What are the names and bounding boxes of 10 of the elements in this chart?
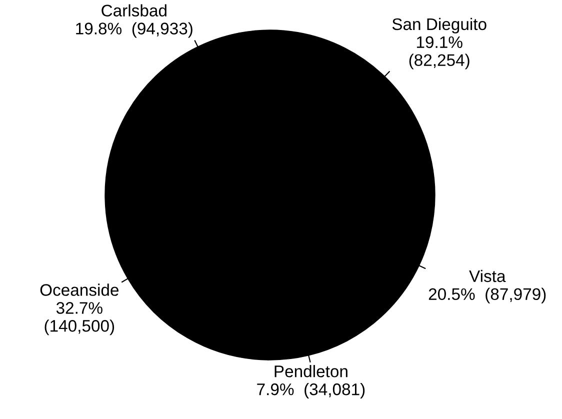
data-label: 32.7% (140,500)	[44, 302, 114, 336]
slice-label: Carlsbad	[102, 4, 166, 16]
slice-label: San Dieguito	[392, 18, 486, 34]
data-label: 7.9% (34,081)	[257, 382, 365, 399]
slice-label: Oceanside	[40, 284, 119, 296]
data-label: 20.5% (87,979)	[428, 288, 546, 304]
slice-label: Pendleton	[274, 365, 348, 378]
data-label: 19.1% (82,254)	[409, 36, 470, 70]
slice-label: Vista	[469, 270, 506, 282]
data-label: 19.8% (94,933)	[76, 22, 192, 38]
